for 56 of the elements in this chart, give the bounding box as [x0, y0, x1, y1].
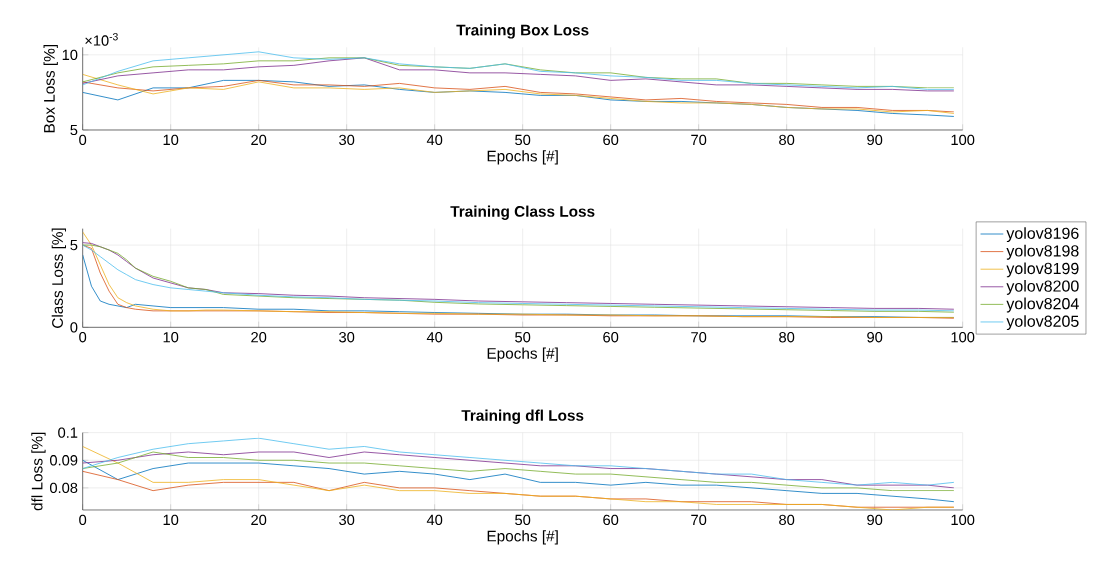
text: ×10$^{-3}$: [85, 33, 118, 46]
legend-label: yolov8200: [1006, 279, 1079, 295]
x-tick-label: 20: [251, 134, 267, 146]
chart-title: Training Box Loss: [456, 24, 589, 39]
x-tick-label: 50: [515, 134, 531, 146]
legend-label: yolov8196: [1006, 227, 1079, 243]
y-tick-label: 5: [70, 239, 78, 251]
x-tick-label: 20: [251, 332, 267, 343]
x-tick-label: 100: [951, 332, 975, 343]
y-axis-title: Class Loss [%]: [51, 228, 66, 328]
legend-label: yolov8205: [1006, 315, 1079, 331]
x-tick-label: 30: [339, 514, 355, 526]
y-tick-label: 5: [70, 124, 78, 136]
x-tick-label: 80: [779, 134, 795, 146]
legend-label: yolov8198: [1006, 244, 1079, 260]
x-tick-label: 100: [951, 514, 975, 526]
x-tick-label: 60: [603, 134, 619, 146]
y-tick-label: 0.09: [49, 455, 78, 466]
x-tick-label: 100: [951, 134, 975, 146]
x-tick-label: 10: [163, 514, 179, 526]
y-tick-label: 10: [62, 49, 78, 61]
x-axis-title: Epochs [#]: [487, 530, 558, 545]
y-axis-title: Box Loss [%]: [43, 45, 58, 133]
x-tick-label: 0: [79, 332, 87, 343]
x-tick-label: 40: [426, 514, 443, 526]
x-tick-label: 20: [251, 514, 267, 526]
x-tick-label: 70: [691, 134, 707, 146]
x-tick-label: 40: [426, 332, 443, 343]
legend-label: yolov8199: [1006, 262, 1079, 278]
y-axis-title: dfl Loss [%]: [31, 432, 46, 511]
y-tick-label: 0: [70, 322, 78, 333]
y-tick-label: 0.1: [58, 427, 78, 438]
x-tick-label: 70: [691, 514, 707, 526]
x-tick-label: 90: [867, 514, 883, 526]
chart-title: Training Class Loss: [450, 205, 595, 220]
x-tick-label: 70: [691, 332, 707, 343]
legend-label: yolov8204: [1006, 297, 1079, 313]
x-tick-label: 40: [426, 134, 443, 146]
x-tick-label: 10: [163, 134, 179, 146]
x-tick-label: 10: [163, 332, 179, 343]
x-tick-label: 90: [867, 332, 883, 343]
x-axis-title: Epochs [#]: [487, 150, 558, 165]
x-tick-label: 60: [603, 514, 619, 526]
x-axis-title: Epochs [#]: [487, 347, 558, 362]
x-tick-label: 80: [779, 514, 795, 526]
y-tick-label: 0.08: [49, 482, 78, 494]
x-tick-label: 50: [515, 332, 531, 343]
x-tick-label: 60: [603, 332, 619, 343]
x-tick-label: 50: [515, 514, 531, 526]
x-tick-label: 30: [339, 332, 355, 343]
x-tick-label: 0: [79, 514, 87, 526]
x-tick-label: 90: [867, 134, 883, 146]
x-tick-label: 30: [339, 134, 355, 146]
chart-title: Training dfl Loss: [461, 409, 584, 424]
x-tick-label: 80: [779, 332, 795, 343]
x-tick-label: 0: [79, 134, 87, 146]
